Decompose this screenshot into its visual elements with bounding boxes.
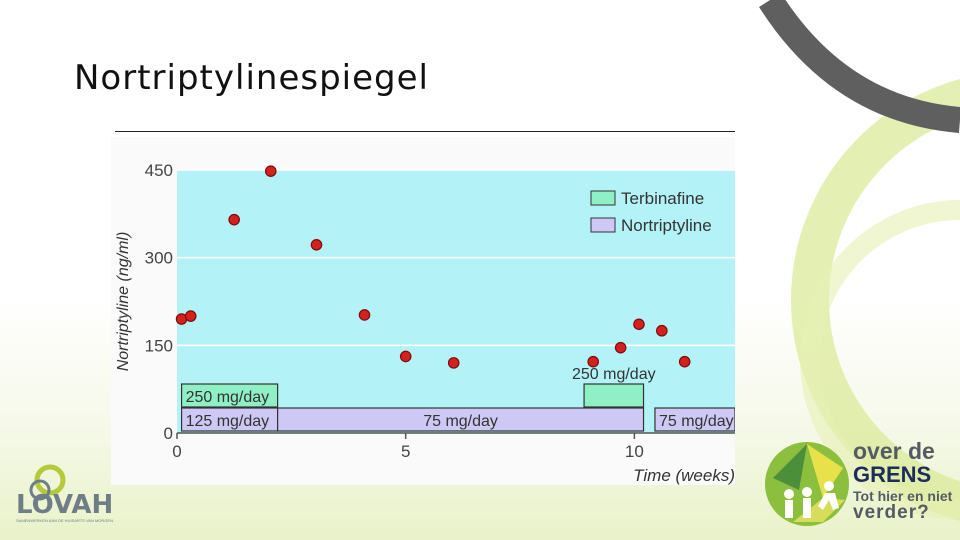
y-tick-label: 300 (145, 249, 173, 268)
data-point (184, 310, 197, 322)
dose-label: 75 mg/day (423, 413, 498, 430)
chart-figure: 0 150 300 450 0 5 10 250 mg/day 250 mg/day 125 mg… (111, 137, 735, 485)
lovah-logo-text: LOVAH (16, 490, 114, 520)
y-tick-label: 450 (145, 161, 173, 180)
x-tick-label: 0 (172, 442, 181, 461)
legend-label: Nortriptyline (621, 216, 712, 235)
legend-label: Terbinafine (621, 189, 704, 208)
dose-label: 250 mg/day (572, 366, 656, 383)
grens-logo-line2: GRENS (853, 462, 932, 487)
title-divider (115, 131, 735, 132)
data-point (228, 213, 240, 226)
dose-label: 125 mg/day (186, 413, 270, 430)
dose-bar-nortriptyline (277, 407, 645, 432)
nortriptyline-chart: 0 150 300 450 0 5 10 250 mg/day 250 mg/day 125 mg… (115, 161, 735, 485)
over-de-grens-logo-icon (765, 442, 849, 526)
dose-label: 75 mg/day (659, 413, 734, 430)
dose-bar-nortriptyline (654, 407, 735, 432)
grens-logo-line1: over de (853, 438, 935, 464)
data-point (587, 355, 600, 368)
x-axis-title: Time (weeks) (633, 466, 735, 485)
data-point (447, 357, 460, 369)
data-point (264, 165, 277, 177)
x-tick-label: 10 (625, 442, 644, 461)
data-point (399, 350, 412, 363)
data-point (656, 324, 668, 337)
y-tick-label: 0 (164, 424, 173, 443)
legend-swatch (590, 217, 616, 233)
lovah-tagline: SAMENWERKEN AAN DE HUISARTS VAN MORGEN (16, 518, 113, 523)
lovah-logo-icon (29, 464, 66, 501)
data-point (310, 239, 323, 251)
dose-bar-terbinafine (583, 383, 645, 408)
dose-bar-terbinafine (180, 383, 279, 408)
data-point (678, 355, 691, 368)
x-tick-label: 5 (401, 442, 410, 461)
data-point (614, 341, 627, 354)
grens-logo-line3: Tot hier en niet (853, 488, 953, 504)
slide-title: Nortriptylinespiegel (74, 58, 429, 98)
y-tick-label: 150 (145, 336, 173, 355)
legend-swatch (590, 190, 616, 206)
grens-logo-line4: verder? (853, 502, 930, 523)
y-axis-title: Nortriptyline (ng/ml) (115, 232, 132, 372)
data-point (633, 318, 645, 331)
dose-label: 250 mg/day (186, 389, 270, 406)
data-point (358, 309, 371, 321)
